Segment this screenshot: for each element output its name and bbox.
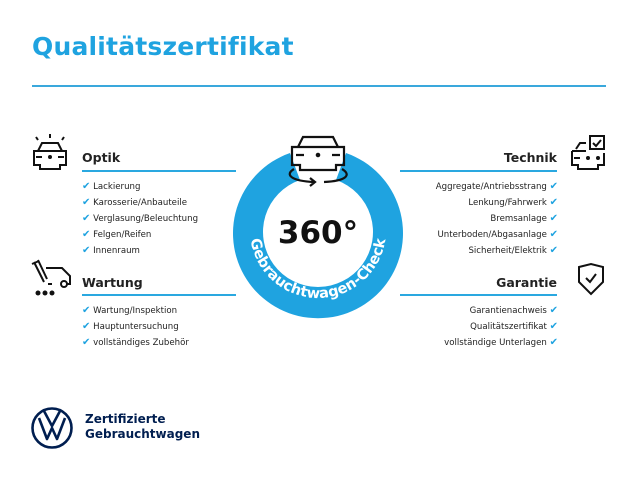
section-heading-technik: Technik — [503, 150, 557, 165]
list-item: Sicherheit/Elektrik ✔ — [468, 245, 558, 256]
brand-text: Zertifizierte Gebrauchtwagen — [85, 412, 200, 441]
list-item: Unterboden/Abgasanlage ✔ — [437, 229, 559, 240]
list-item: Garantienachweis ✔ — [469, 305, 558, 316]
car-checkbox-icon — [571, 135, 605, 170]
divider — [82, 170, 236, 172]
page-title: Qualitätszertifikat — [32, 32, 294, 61]
optik-list: ✔ Lackierung ✔ Karosserie/Anbauteile ✔ V… — [82, 179, 198, 259]
list-item: ✔ Lackierung — [82, 181, 141, 192]
check-icon: ✔ — [82, 229, 91, 240]
list-item: Aggregate/Antriebsstrang ✔ — [435, 181, 558, 192]
list-item: ✔ Wartung/Inspektion — [82, 305, 178, 316]
check-icon: ✔ — [82, 197, 91, 208]
title-divider — [32, 85, 606, 87]
technik-list: Aggregate/Antriebsstrang ✔ Lenkung/Fahrw… — [436, 179, 558, 259]
divider — [400, 170, 557, 172]
section-heading-wartung: Wartung — [82, 275, 143, 290]
check-icon: ✔ — [82, 213, 91, 224]
check-icon: ✔ — [82, 305, 91, 316]
badge-360-text: 360° — [278, 215, 358, 251]
check-icon: ✔ — [549, 197, 558, 208]
vw-logo — [31, 407, 73, 449]
list-item: Qualitätszertifikat ✔ — [470, 321, 558, 332]
check-icon: ✔ — [82, 181, 91, 192]
360-check-badge: 360° Gebrauchtwagen-Check — [233, 135, 403, 319]
list-item: ✔ Hauptuntersuchung — [82, 321, 179, 332]
wartung-list: ✔ Wartung/Inspektion ✔ Hauptuntersuchung… — [82, 303, 189, 351]
badge-ring — [233, 153, 403, 319]
list-item: ✔ Karosserie/Anbauteile — [82, 197, 188, 208]
check-icon: ✔ — [549, 229, 558, 240]
divider — [82, 294, 236, 296]
check-icon: ✔ — [549, 305, 558, 316]
check-icon: ✔ — [549, 321, 558, 332]
check-icon: ✔ — [549, 181, 558, 192]
list-item: ✔ vollständiges Zubehör — [82, 337, 189, 348]
list-item: ✔ Felgen/Reifen — [82, 229, 152, 240]
service-truck-icon — [31, 259, 71, 296]
list-item: Bremsanlage ✔ — [490, 213, 558, 224]
check-icon: ✔ — [549, 245, 558, 256]
shield-check-icon — [578, 262, 604, 296]
check-icon: ✔ — [549, 213, 558, 224]
section-heading-garantie: Garantie — [496, 275, 557, 290]
divider — [400, 294, 557, 296]
check-icon: ✔ — [82, 245, 91, 256]
list-item: Lenkung/Fahrwerk ✔ — [468, 197, 558, 208]
garantie-list: Garantienachweis ✔ Qualitätszertifikat ✔… — [444, 303, 558, 351]
list-item: ✔ Innenraum — [82, 245, 140, 256]
car-rotate-icon — [288, 135, 348, 187]
check-icon: ✔ — [82, 321, 91, 332]
list-item: vollständige Unterlagen ✔ — [444, 337, 558, 348]
check-icon: ✔ — [82, 337, 91, 348]
check-icon: ✔ — [549, 337, 558, 348]
list-item: ✔ Verglasung/Beleuchtung — [82, 213, 199, 224]
car-lights-icon — [33, 134, 67, 170]
section-heading-optik: Optik — [82, 150, 121, 165]
